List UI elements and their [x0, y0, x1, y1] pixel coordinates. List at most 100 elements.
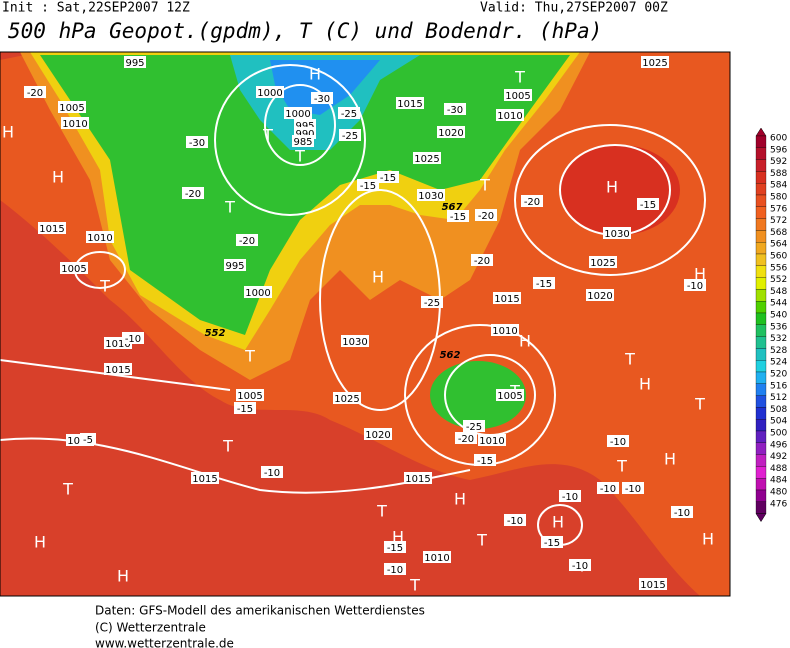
isobar-label: 1030 [418, 191, 443, 202]
isobar-label: 1015 [192, 474, 217, 485]
pressure-center: H [454, 490, 466, 509]
temperature-label-box [24, 86, 46, 98]
temperature-label-box [384, 541, 406, 553]
footer-copyright: (C) Wetterzentrale [95, 621, 206, 635]
isobar-label: 1000 [245, 288, 270, 299]
temperature-label-box [474, 454, 496, 466]
pressure-center: H [2, 123, 14, 142]
temperature-label-box [521, 195, 543, 207]
temperature-label: -10 [625, 484, 641, 495]
colorbar-label: 556 [770, 263, 787, 273]
temperature-label: -20 [524, 197, 540, 208]
colorbar-swatch [755, 194, 767, 207]
temperature-label: -20 [27, 88, 43, 99]
isobar-label: 1030 [604, 229, 629, 240]
isobar-label: 1005 [237, 391, 262, 402]
temperature-label: -20 [478, 211, 494, 222]
colorbar-swatch [755, 218, 767, 231]
colorbar-label: 584 [770, 181, 787, 191]
isobar-label-box [236, 389, 264, 401]
pressure-center: H [664, 450, 676, 469]
colorbar-swatch [755, 289, 767, 302]
temperature-label: -10 [387, 565, 403, 576]
isobar-label: 1010 [479, 436, 504, 447]
isobar-label-box [437, 126, 465, 138]
temperature-label: -25 [342, 131, 358, 142]
isobar-label: 995 [295, 121, 314, 132]
temperature-label-box [447, 210, 469, 222]
temperature-label: -20 [185, 189, 201, 200]
colorbar-swatch [755, 383, 767, 396]
temperature-label-box [384, 563, 406, 575]
temperature-label: -20 [458, 434, 474, 445]
isobar-label-box [413, 152, 441, 164]
colorbar-label: 524 [770, 358, 787, 368]
temperature-label: -25 [424, 298, 440, 309]
temperature-label: -15 [380, 173, 396, 184]
temperature-label: -15 [544, 538, 560, 549]
temperature-label: -10 [572, 561, 588, 572]
temperature-label: -10 [600, 484, 616, 495]
temperature-label: -10 [562, 492, 578, 503]
green-low [430, 361, 526, 429]
colorbar-label: 588 [770, 169, 787, 179]
colorbar-label: 492 [770, 452, 787, 462]
colorbar-label: 508 [770, 405, 787, 415]
isobar-label: 1010 [87, 233, 112, 244]
pressure-center: T [62, 480, 73, 499]
temperature-label-box [234, 402, 256, 414]
isobar-label: 1005 [505, 91, 530, 102]
pressure-center: T [476, 531, 487, 550]
colorbar-swatch [755, 230, 767, 243]
map-area: HHTTTTHTHHTTTHTTTHTHTHHHTTHHTHTH10051010… [0, 51, 731, 597]
colorbar-swatch [755, 407, 767, 420]
isobar-label: 1015 [105, 365, 130, 376]
temperature-label: -10 [674, 508, 690, 519]
pressure-center: T [624, 350, 635, 369]
init-time: Init : Sat,22SEP2007 12Z [2, 1, 190, 16]
map-title: 500 hPa Geopot.(gpdm), T (C) und Bodendr… [8, 19, 602, 43]
footer-source: Daten: GFS-Modell des amerikanischen Wet… [95, 604, 425, 618]
colorbar-label: 528 [770, 346, 787, 356]
colorbar-label: 488 [770, 464, 787, 474]
colorbar-cap [755, 513, 767, 523]
pressure-center: T [244, 347, 255, 366]
pressure-center: T [514, 68, 525, 87]
temperature-label-box [463, 420, 485, 432]
temperature-label-box [80, 433, 96, 445]
temperature-label-box [444, 103, 466, 115]
colorbar-swatch [755, 442, 767, 455]
colorbar-label: 592 [770, 157, 787, 167]
pressure-center: H [309, 65, 321, 84]
isobar-label-box [491, 324, 519, 336]
pressure-center: H [639, 375, 651, 394]
temperature-label: -15 [450, 212, 466, 223]
temperature-label-box [637, 198, 659, 210]
footer-url: www.wetterzentrale.de [95, 637, 234, 648]
temperature-label: -10 [125, 334, 141, 345]
temperature-label-box [622, 482, 644, 494]
colorbar-label: 532 [770, 334, 787, 344]
colorbar-label: 596 [770, 145, 787, 155]
pressure-center: T [616, 457, 627, 476]
isobar-label-box [104, 363, 132, 375]
isobar-label: 1025 [334, 394, 359, 405]
colorbar-swatch [755, 135, 767, 148]
isobar-label-box [417, 189, 445, 201]
temperature-label: -10 [610, 437, 626, 448]
pressure-center: T [99, 277, 110, 296]
temperature-label-box [597, 482, 619, 494]
temperature-label: -15 [360, 181, 376, 192]
pressure-center: T [694, 395, 705, 414]
isobar-label: 1010 [105, 339, 130, 350]
isobar-label: 1030 [342, 337, 367, 348]
temperature-label: -20 [474, 256, 490, 267]
isobar-label-box [256, 86, 284, 98]
pressure-center: T [376, 502, 387, 521]
temperature-label-box [338, 107, 360, 119]
isobar-label: 1000 [285, 109, 310, 120]
colorbar-label: 560 [770, 252, 787, 262]
colorbar-swatch [755, 489, 767, 502]
isobar-label: 1020 [587, 291, 612, 302]
